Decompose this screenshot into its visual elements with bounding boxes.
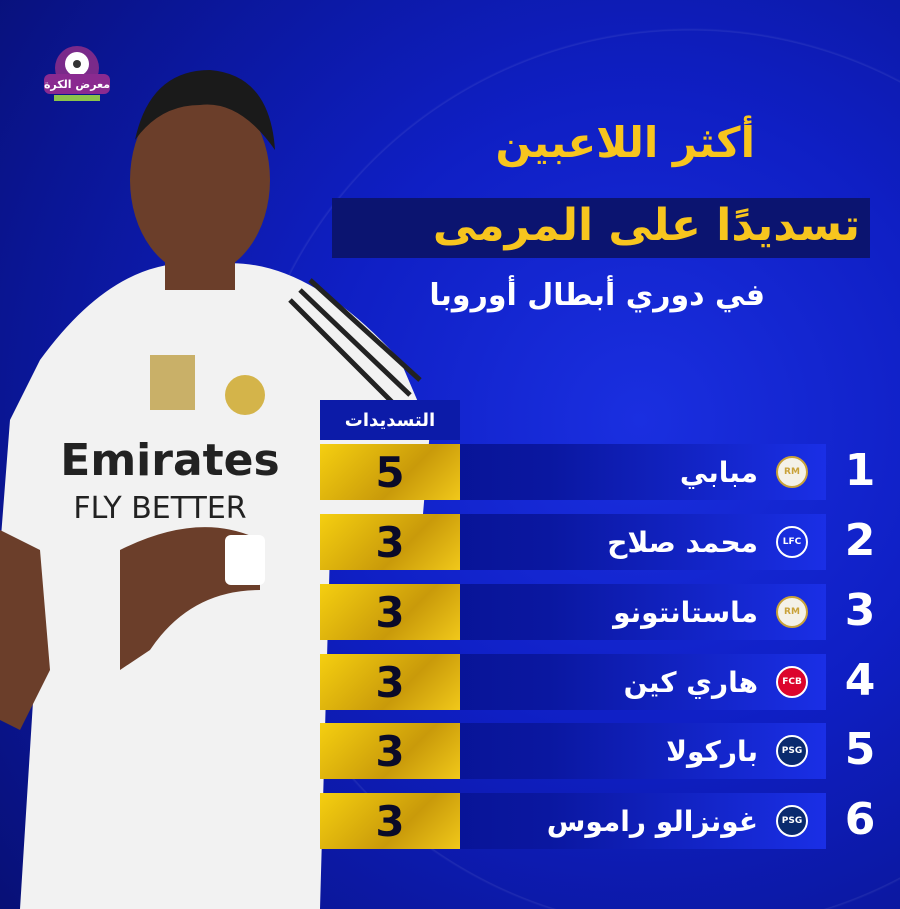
player-name: ماستانتونو [613,595,758,629]
ranking-row: 5 مبابي RM [320,444,826,500]
shots-column-header: التسديدات [320,400,460,440]
title-highlight-box [332,198,870,258]
svg-text:معرض الكرة: معرض الكرة [44,78,110,91]
player-name: غونزالو راموس [546,804,758,838]
brand-logo: معرض الكرة [44,46,110,101]
svg-text:FLY BETTER: FLY BETTER [73,491,246,526]
rank-number: 2 [844,515,876,566]
bayern-munich-crest-icon: FCB [776,666,808,698]
psg-crest-icon: PSG [776,735,808,767]
ranking-row: 3 ماستانتونو RM [320,584,826,640]
real-madrid-crest-icon: RM [776,596,808,628]
shots-value: 5 [320,444,460,500]
title-line-1: أكثر اللاعبين [495,118,755,167]
real-madrid-crest-icon: RM [776,456,808,488]
rank-number: 4 [844,655,876,706]
shots-value: 3 [320,723,460,779]
rank-number: 6 [844,794,876,845]
player-name: محمد صلاح [607,525,758,559]
ranking-row: 3 هاري كين FCB [320,654,826,710]
player-name: هاري كين [623,665,758,699]
svg-text:Emirates: Emirates [60,435,279,486]
liverpool-crest-icon: LFC [776,526,808,558]
subtitle: في دوري أبطال أوروبا [429,278,765,313]
shots-value: 3 [320,654,460,710]
rank-number: 3 [844,585,876,636]
ranking-row: 3 باركولا PSG [320,723,826,779]
ranking-row: 3 محمد صلاح LFC [320,514,826,570]
shots-value: 3 [320,514,460,570]
shots-value: 3 [320,793,460,849]
psg-crest-icon: PSG [776,805,808,837]
rank-number: 5 [844,724,876,775]
player-name: باركولا [666,734,758,768]
player-name: مبابي [679,455,758,489]
title-line-2: تسديدًا على المرمى [432,200,860,251]
ranking-row: 3 غونزالو راموس PSG [320,793,826,849]
rank-number: 1 [844,445,876,496]
shots-value: 3 [320,584,460,640]
